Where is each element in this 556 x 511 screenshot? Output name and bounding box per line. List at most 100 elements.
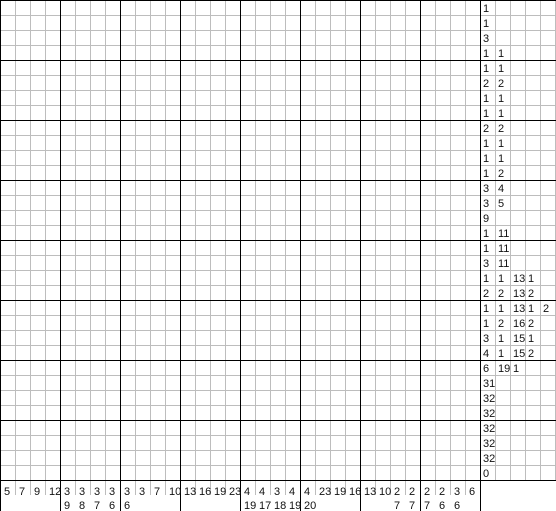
grid-cell[interactable]	[345, 15, 360, 30]
grid-cell[interactable]	[390, 405, 405, 420]
grid-cell[interactable]	[255, 15, 270, 30]
grid-cell[interactable]	[375, 330, 390, 345]
grid-cell[interactable]	[240, 225, 255, 240]
grid-cell[interactable]	[210, 300, 225, 315]
grid-cell[interactable]	[240, 30, 255, 45]
grid-cell[interactable]	[180, 465, 195, 480]
grid-cell[interactable]	[195, 420, 210, 435]
grid-cell[interactable]	[75, 240, 90, 255]
grid-cell[interactable]	[60, 195, 75, 210]
grid-cell[interactable]	[225, 30, 240, 45]
grid-cell[interactable]	[270, 180, 285, 195]
grid-cell[interactable]	[330, 135, 345, 150]
grid-cell[interactable]	[120, 435, 135, 450]
grid-cell[interactable]	[120, 300, 135, 315]
grid-cell[interactable]	[180, 300, 195, 315]
grid-cell[interactable]	[105, 180, 120, 195]
grid-cell[interactable]	[45, 375, 60, 390]
grid-cell[interactable]	[165, 225, 180, 240]
grid-cell[interactable]	[450, 75, 465, 90]
grid-cell[interactable]	[225, 255, 240, 270]
grid-cell[interactable]	[75, 105, 90, 120]
grid-cell[interactable]	[405, 435, 420, 450]
grid-cell[interactable]	[30, 225, 45, 240]
grid-cell[interactable]	[390, 360, 405, 375]
grid-cell[interactable]	[120, 15, 135, 30]
grid-cell[interactable]	[195, 390, 210, 405]
grid-cell[interactable]	[60, 300, 75, 315]
grid-cell[interactable]	[300, 270, 315, 285]
grid-cell[interactable]	[135, 150, 150, 165]
grid-cell[interactable]	[435, 225, 450, 240]
grid-cell[interactable]	[90, 180, 105, 195]
grid-cell[interactable]	[450, 45, 465, 60]
grid-cell[interactable]	[285, 75, 300, 90]
grid-cell[interactable]	[180, 90, 195, 105]
grid-cell[interactable]	[120, 105, 135, 120]
grid-cell[interactable]	[225, 45, 240, 60]
grid-cell[interactable]	[150, 150, 165, 165]
grid-cell[interactable]	[15, 45, 30, 60]
grid-cell[interactable]	[450, 345, 465, 360]
grid-cell[interactable]	[150, 135, 165, 150]
grid-cell[interactable]	[405, 345, 420, 360]
grid-cell[interactable]	[0, 135, 15, 150]
grid-cell[interactable]	[75, 435, 90, 450]
grid-cell[interactable]	[210, 405, 225, 420]
grid-cell[interactable]	[30, 15, 45, 30]
grid-cell[interactable]	[345, 105, 360, 120]
grid-cell[interactable]	[450, 240, 465, 255]
grid-cell[interactable]	[255, 180, 270, 195]
grid-cell[interactable]	[195, 255, 210, 270]
grid-cell[interactable]	[300, 105, 315, 120]
grid-cell[interactable]	[0, 90, 15, 105]
grid-cell[interactable]	[180, 345, 195, 360]
grid-cell[interactable]	[300, 405, 315, 420]
grid-cell[interactable]	[120, 225, 135, 240]
grid-cell[interactable]	[435, 45, 450, 60]
grid-cell[interactable]	[360, 300, 375, 315]
grid-cell[interactable]	[240, 75, 255, 90]
grid-cell[interactable]	[435, 420, 450, 435]
grid-cell[interactable]	[195, 360, 210, 375]
grid-cell[interactable]	[330, 195, 345, 210]
grid-cell[interactable]	[15, 255, 30, 270]
grid-cell[interactable]	[255, 225, 270, 240]
grid-cell[interactable]	[375, 270, 390, 285]
grid-cell[interactable]	[105, 45, 120, 60]
grid-cell[interactable]	[0, 15, 15, 30]
grid-cell[interactable]	[0, 30, 15, 45]
grid-cell[interactable]	[120, 255, 135, 270]
grid-cell[interactable]	[285, 225, 300, 240]
grid-cell[interactable]	[180, 30, 195, 45]
grid-cell[interactable]	[465, 255, 480, 270]
grid-cell[interactable]	[15, 375, 30, 390]
grid-cell[interactable]	[375, 315, 390, 330]
grid-cell[interactable]	[450, 465, 465, 480]
grid-cell[interactable]	[270, 330, 285, 345]
grid-cell[interactable]	[285, 150, 300, 165]
grid-cell[interactable]	[90, 15, 105, 30]
grid-cell[interactable]	[180, 135, 195, 150]
grid-cell[interactable]	[345, 135, 360, 150]
grid-cell[interactable]	[360, 345, 375, 360]
grid-cell[interactable]	[450, 195, 465, 210]
grid-cell[interactable]	[390, 135, 405, 150]
grid-cell[interactable]	[270, 150, 285, 165]
grid-cell[interactable]	[450, 450, 465, 465]
grid-cell[interactable]	[15, 390, 30, 405]
grid-cell[interactable]	[135, 45, 150, 60]
grid-cell[interactable]	[360, 435, 375, 450]
grid-cell[interactable]	[360, 120, 375, 135]
grid-cell[interactable]	[0, 405, 15, 420]
grid-cell[interactable]	[285, 120, 300, 135]
grid-cell[interactable]	[15, 165, 30, 180]
grid-cell[interactable]	[165, 315, 180, 330]
grid-cell[interactable]	[345, 150, 360, 165]
grid-cell[interactable]	[255, 30, 270, 45]
grid-cell[interactable]	[465, 135, 480, 150]
grid-cell[interactable]	[405, 390, 420, 405]
grid-cell[interactable]	[30, 270, 45, 285]
grid-cell[interactable]	[390, 60, 405, 75]
grid-cell[interactable]	[90, 225, 105, 240]
